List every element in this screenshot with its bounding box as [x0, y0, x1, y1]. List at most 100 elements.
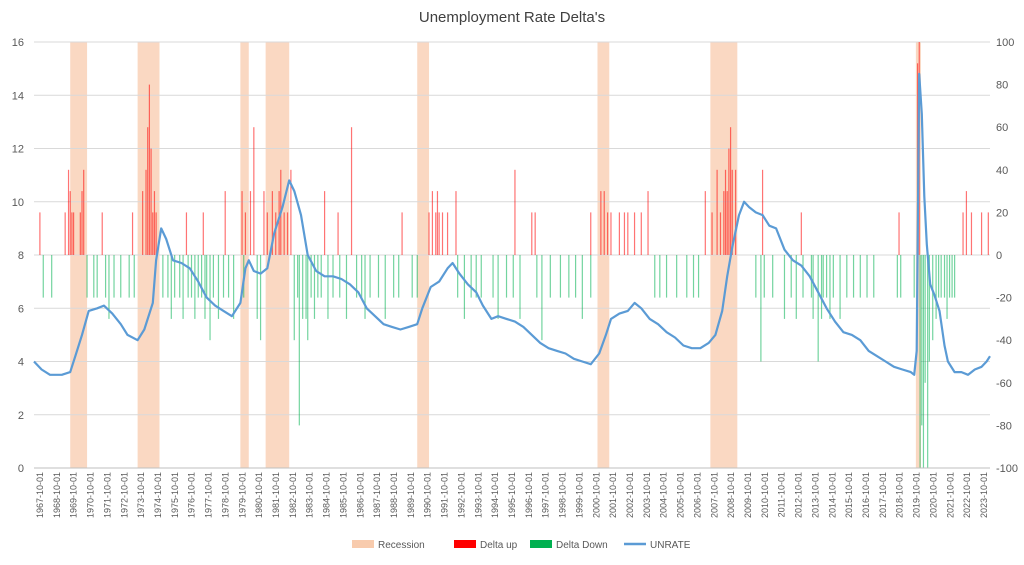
left-axis-tick-label: 6: [18, 303, 24, 315]
delta-down-bar: [783, 255, 786, 319]
delta-down-bar: [411, 255, 413, 298]
delta-down-bar: [919, 255, 921, 468]
x-axis-tick-label: 1989-10-01: [406, 472, 416, 518]
delta-up-bar: [627, 212, 629, 255]
delta-down-bar: [369, 255, 371, 298]
x-axis-tick-label: 1979-10-01: [237, 472, 247, 518]
delta-down-bar: [212, 255, 215, 298]
delta-down-bar: [209, 255, 211, 341]
x-axis-tick-label: 1990-10-01: [423, 472, 433, 518]
right-axis-tick-label: 60: [996, 122, 1008, 134]
delta-up-bar: [735, 169, 737, 255]
delta-down-bar: [938, 255, 940, 298]
delta-up-bar: [350, 127, 353, 255]
delta-down-bar: [954, 255, 956, 298]
delta-down-bar: [93, 255, 95, 298]
delta-down-bar: [190, 255, 193, 298]
delta-down-bar: [302, 255, 304, 319]
delta-up-bar: [323, 191, 326, 255]
x-axis-tick-label: 2004-10-01: [659, 472, 669, 518]
delta-down-bar: [928, 255, 930, 362]
x-axis-tick-label: 1984-10-01: [322, 472, 332, 518]
delta-down-bar: [167, 255, 169, 298]
delta-up-bar: [623, 212, 626, 255]
x-axis-tick-label: 2007-10-01: [709, 472, 719, 518]
delta-up-bar: [514, 169, 516, 255]
delta-down-bar: [128, 255, 130, 298]
delta-up-bar: [241, 191, 243, 255]
delta-down-bar: [364, 255, 366, 319]
delta-up-bar: [64, 212, 66, 255]
left-axis-tick-label: 0: [18, 463, 24, 475]
delta-up-bar: [987, 212, 989, 255]
right-axis-tick-label: 20: [996, 207, 1008, 219]
delta-down-bar: [233, 255, 235, 319]
delta-down-bar: [201, 255, 203, 298]
delta-down-bar: [317, 255, 319, 298]
delta-down-bar: [697, 255, 700, 298]
right-axis-tick-label: -20: [996, 293, 1012, 305]
x-axis-tick-label: 1967-10-01: [35, 472, 45, 518]
delta-down-bar: [355, 255, 358, 298]
delta-down-bar: [812, 255, 814, 319]
delta-down-bar: [51, 255, 53, 298]
delta-down-bar: [790, 255, 792, 298]
x-axis-tick-label: 1986-10-01: [355, 472, 365, 518]
delta-down-bar: [932, 255, 934, 341]
delta-up-bar: [436, 191, 439, 255]
x-axis-tick-label: 1968-10-01: [52, 472, 62, 518]
delta-down-bar: [505, 255, 508, 298]
x-axis-tick-label: 1982-10-01: [288, 472, 298, 518]
legend-swatch: [352, 540, 374, 548]
delta-down-bar: [829, 255, 831, 319]
delta-down-bar: [492, 255, 494, 298]
delta-down-bar: [795, 255, 797, 319]
x-axis-tick-label: 2000-10-01: [591, 472, 601, 518]
delta-down-bar: [475, 255, 477, 298]
delta-up-bar: [970, 212, 973, 255]
delta-down-bar: [345, 255, 348, 319]
delta-down-bar: [900, 255, 902, 298]
delta-down-bar: [113, 255, 115, 298]
delta-down-bar: [320, 255, 322, 298]
delta-up-bar: [761, 169, 764, 255]
x-axis-tick-label: 2021-10-01: [945, 472, 955, 518]
delta-down-bar: [393, 255, 395, 298]
delta-up-bar: [729, 127, 732, 255]
delta-up-bar: [263, 191, 265, 255]
delta-up-bar: [337, 212, 339, 255]
delta-down-bar: [913, 255, 915, 298]
x-axis-tick-label: 1997-10-01: [541, 472, 551, 518]
legend: Recession Delta up Delta Down UNRATE: [352, 540, 691, 551]
delta-down-bar: [940, 255, 942, 298]
delta-up-bar: [131, 212, 134, 255]
delta-up-bar: [980, 212, 983, 255]
delta-down-bar: [179, 255, 181, 298]
right-axis-tick-label: -100: [996, 463, 1018, 475]
right-axis-tick-label: -60: [996, 378, 1012, 390]
x-axis-tick-label: 1977-10-01: [204, 472, 214, 518]
delta-up-bar: [253, 127, 255, 255]
delta-down-bar: [943, 255, 946, 298]
delta-down-bar: [197, 255, 199, 298]
delta-up-bar: [647, 191, 649, 255]
delta-down-bar: [86, 255, 88, 298]
right-axis-tick-label: 100: [996, 37, 1014, 49]
delta-up-bar: [446, 212, 449, 255]
delta-up-bar: [724, 169, 727, 255]
delta-down-bar: [574, 255, 577, 298]
x-axis-tick-label: 1981-10-01: [271, 472, 281, 518]
delta-up-bar: [723, 191, 725, 255]
delta-down-bar: [108, 255, 110, 319]
x-axis-tick-label: 1970-10-01: [86, 472, 96, 518]
delta-down-bar: [206, 255, 208, 298]
delta-up-bar: [249, 191, 252, 255]
delta-down-bar: [297, 255, 299, 298]
delta-down-bar: [922, 255, 925, 468]
delta-up-bar: [101, 212, 103, 255]
delta-up-bar: [202, 212, 204, 255]
x-axis-tick-label: 2023-10-01: [979, 472, 989, 518]
x-axis-tick-label: 2018-10-01: [895, 472, 905, 518]
x-axis-tick-label: 2016-10-01: [861, 472, 871, 518]
delta-down-bar: [859, 255, 861, 298]
